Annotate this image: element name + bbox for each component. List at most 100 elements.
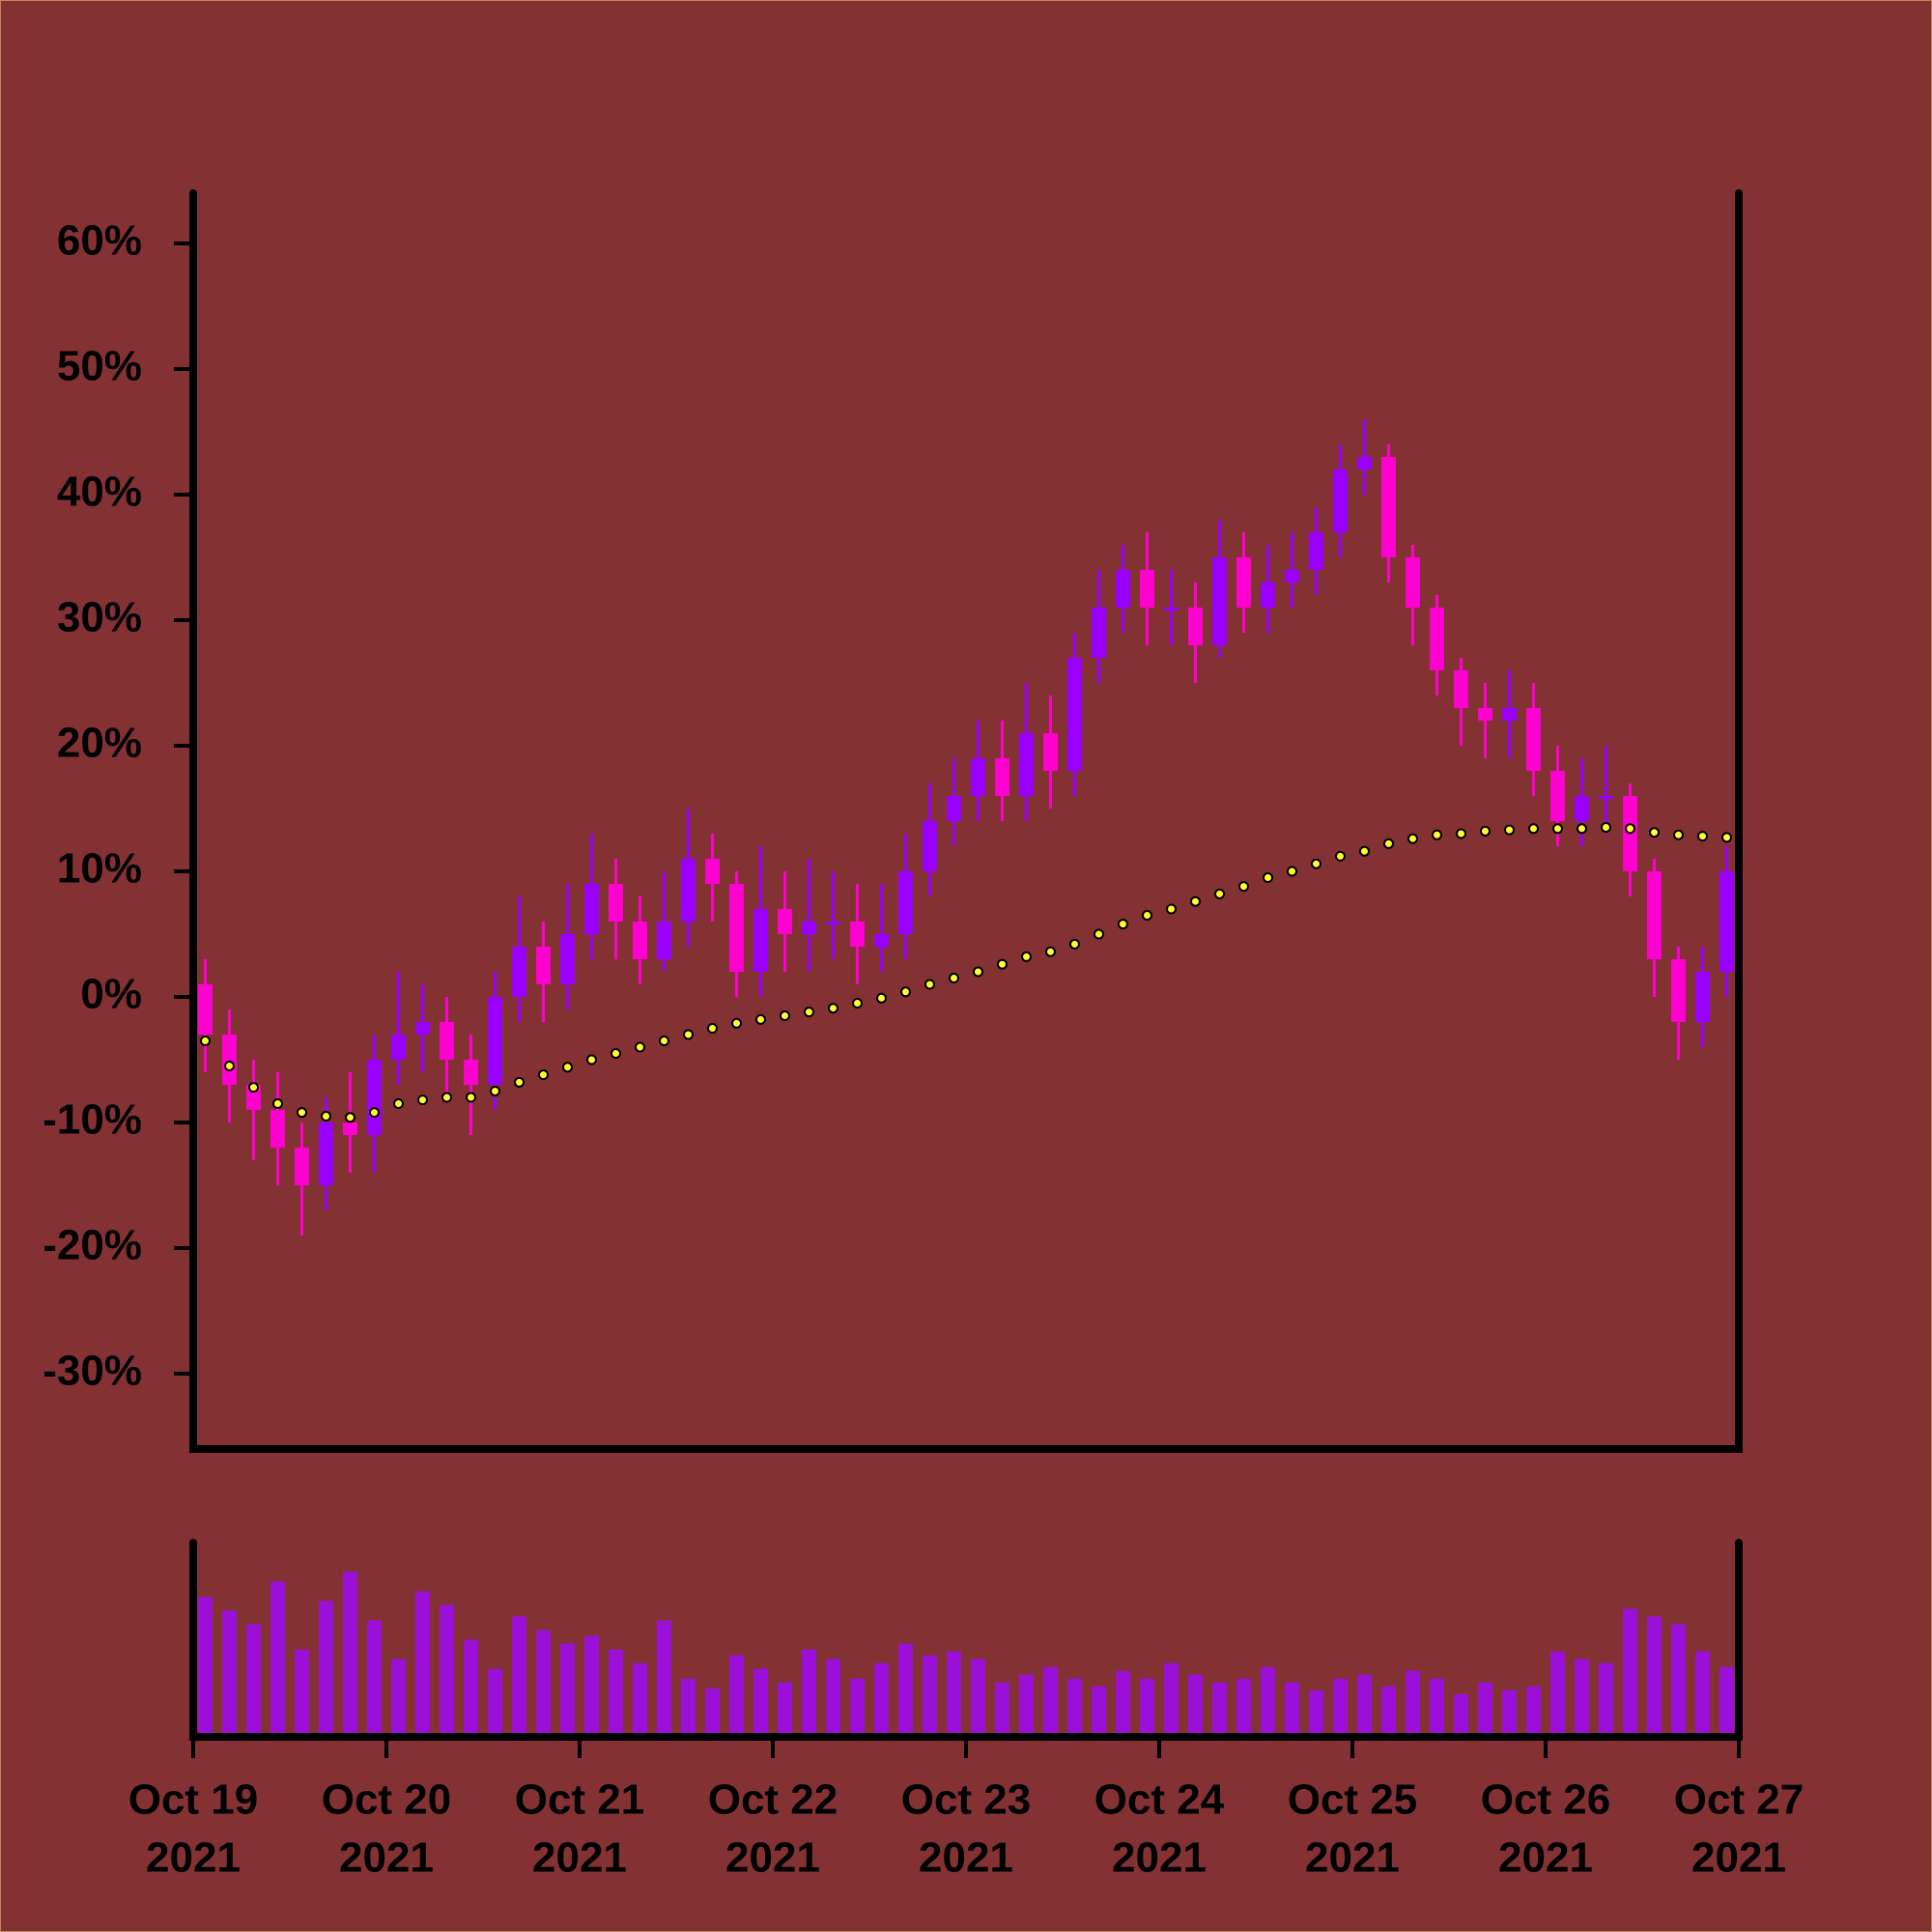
moving-average-point bbox=[1407, 833, 1418, 844]
moving-average-point bbox=[828, 1003, 838, 1014]
moving-average-point bbox=[1649, 827, 1660, 838]
moving-average-point bbox=[1504, 824, 1515, 836]
volume-bar bbox=[1092, 1686, 1106, 1733]
volume-bar bbox=[536, 1630, 551, 1733]
volume-frame bbox=[189, 1539, 1743, 1741]
volume-bar bbox=[1623, 1608, 1637, 1733]
candle-body bbox=[1599, 796, 1613, 799]
candle-body bbox=[512, 947, 526, 997]
candle-body bbox=[995, 758, 1009, 796]
volume-bar bbox=[1188, 1674, 1203, 1733]
candle-body bbox=[923, 821, 937, 871]
volume-bar bbox=[1019, 1674, 1034, 1733]
moving-average-point bbox=[1480, 825, 1491, 837]
candle-body bbox=[1140, 570, 1154, 608]
volume-bar bbox=[1454, 1693, 1468, 1733]
moving-average-point bbox=[369, 1107, 380, 1119]
x-tick-label: Oct 24 bbox=[1094, 1776, 1225, 1824]
moving-average-point bbox=[297, 1107, 307, 1119]
candle-body bbox=[753, 909, 768, 972]
volume-bar bbox=[1719, 1666, 1734, 1733]
moving-average-point bbox=[1528, 823, 1539, 835]
moving-average-point bbox=[393, 1098, 404, 1109]
candle-body bbox=[560, 934, 575, 984]
volume-bar bbox=[1478, 1682, 1492, 1733]
y-tick-label: 20% bbox=[57, 720, 142, 767]
volume-bar bbox=[367, 1620, 382, 1733]
moving-average-point bbox=[586, 1054, 597, 1065]
price-frame bbox=[189, 189, 1743, 1453]
candle-body bbox=[1309, 532, 1323, 570]
moving-average-point bbox=[780, 1010, 790, 1021]
volume-bar bbox=[584, 1635, 599, 1733]
x-tick-label: 2021 bbox=[1498, 1834, 1593, 1882]
candle-body bbox=[464, 1060, 478, 1085]
candle-body bbox=[1647, 871, 1662, 959]
volume-bar bbox=[778, 1682, 792, 1733]
volume-bar bbox=[1599, 1662, 1613, 1733]
moving-average-point bbox=[1383, 838, 1394, 849]
candle-body bbox=[1719, 871, 1734, 972]
candle-body bbox=[222, 1035, 237, 1085]
moving-average-point bbox=[1238, 881, 1249, 893]
moving-average-point bbox=[1287, 866, 1297, 877]
y-tick-label: -20% bbox=[43, 1222, 142, 1269]
y-tick-label: 30% bbox=[57, 594, 142, 641]
moving-average-point bbox=[562, 1062, 573, 1073]
moving-average-point bbox=[707, 1023, 718, 1034]
moving-average-point bbox=[514, 1076, 525, 1088]
moving-average-point bbox=[1142, 910, 1152, 921]
volume-bar bbox=[1285, 1682, 1299, 1733]
volume-bar bbox=[222, 1610, 237, 1733]
x-tick-label: Oct 21 bbox=[515, 1776, 645, 1824]
x-tick-label: Oct 26 bbox=[1481, 1776, 1611, 1824]
candle-body bbox=[1212, 557, 1227, 645]
candle-body bbox=[1550, 771, 1565, 821]
volume-bar bbox=[995, 1682, 1009, 1733]
candle-body bbox=[343, 1122, 357, 1135]
volume-bar bbox=[705, 1688, 720, 1733]
candle-body bbox=[198, 984, 213, 1035]
candle-body bbox=[319, 1122, 333, 1185]
candle-body bbox=[971, 758, 985, 796]
candle-body bbox=[681, 859, 696, 922]
volume-bar bbox=[657, 1620, 671, 1733]
volume-bar bbox=[1140, 1678, 1154, 1733]
volume-bar bbox=[1406, 1670, 1420, 1733]
moving-average-point bbox=[1673, 829, 1684, 840]
candle-body bbox=[1357, 457, 1372, 469]
moving-average-point bbox=[441, 1092, 452, 1103]
candle-body bbox=[729, 884, 744, 972]
moving-average-point bbox=[417, 1094, 428, 1106]
moving-average-point bbox=[900, 986, 911, 998]
volume-bar bbox=[1309, 1690, 1323, 1733]
moving-average-point bbox=[949, 973, 959, 983]
volume-bar bbox=[1333, 1678, 1348, 1733]
volume-bar bbox=[1502, 1690, 1517, 1733]
volume-bar bbox=[826, 1659, 840, 1733]
moving-average-point bbox=[973, 966, 983, 978]
moving-average-point bbox=[1456, 828, 1466, 839]
candle-body bbox=[1406, 557, 1420, 608]
moving-average-point bbox=[1166, 903, 1177, 915]
candle-body bbox=[826, 922, 840, 924]
candle-body bbox=[1671, 959, 1686, 1022]
volume-bar bbox=[609, 1649, 623, 1733]
volume-bar bbox=[1695, 1651, 1710, 1733]
candle-body bbox=[1381, 457, 1396, 557]
volume-bar bbox=[198, 1597, 213, 1733]
candle-body bbox=[1502, 708, 1517, 721]
volume-bar bbox=[1164, 1662, 1179, 1733]
volume-bar bbox=[874, 1662, 889, 1733]
x-tick-label: 2021 bbox=[725, 1834, 820, 1882]
moving-average-point bbox=[876, 992, 887, 1004]
candle-body bbox=[1043, 733, 1058, 771]
moving-average-point bbox=[659, 1036, 669, 1046]
volume-bar bbox=[319, 1601, 333, 1733]
x-tick-label: 2021 bbox=[146, 1834, 241, 1882]
volume-bar bbox=[1116, 1670, 1130, 1733]
candle-body bbox=[947, 796, 961, 821]
volume-bar bbox=[1381, 1686, 1396, 1733]
